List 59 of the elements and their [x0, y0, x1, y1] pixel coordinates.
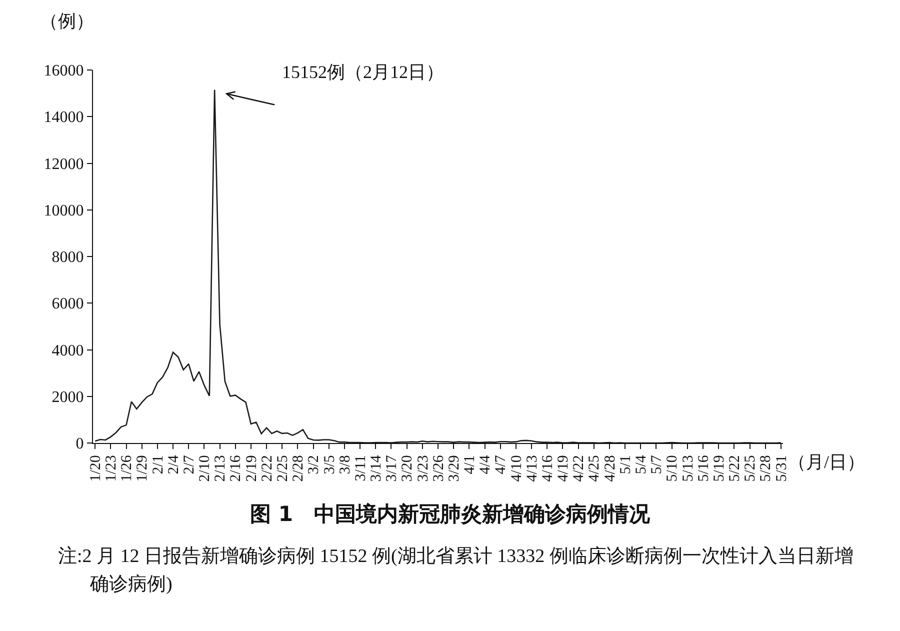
x-tick-label: 4/10 — [508, 455, 525, 482]
x-tick-label: 5/4 — [634, 454, 650, 474]
x-tick-label: 3/29 — [446, 455, 462, 482]
x-tick-label: 4/7 — [493, 454, 510, 474]
x-tick-label: 2/22 — [259, 455, 276, 482]
x-tick-label: 3/23 — [415, 455, 432, 482]
x-tick-label: 5/1 — [618, 455, 634, 474]
y-axis-title: （例） — [40, 11, 94, 31]
y-tick-label: 14000 — [44, 109, 84, 126]
x-tick-label: 3/20 — [400, 455, 416, 482]
x-tick-label: 3/8 — [337, 455, 354, 474]
x-tick-label: 3/11 — [352, 455, 369, 482]
y-tick-label: 6000 — [52, 296, 84, 313]
x-tick-label: 2/13 — [212, 455, 229, 482]
x-tick-label: 4/25 — [586, 455, 603, 482]
y-tick-label: 4000 — [52, 342, 84, 360]
x-tick-label: 2/10 — [197, 455, 214, 482]
x-tick-label: 4/22 — [571, 455, 588, 482]
x-tick-label: 4/4 — [478, 454, 494, 474]
x-tick-label: 2/16 — [228, 454, 244, 482]
x-tick-label: 4/16 — [540, 454, 556, 482]
y-tick-label: 2000 — [52, 388, 84, 406]
x-tick-label: 5/16 — [696, 454, 712, 482]
x-tick-label: 5/22 — [727, 455, 744, 482]
x-tick-label: 2/25 — [275, 455, 292, 482]
x-tick-label: 4/13 — [524, 455, 540, 482]
x-tick-label: 5/10 — [664, 455, 681, 482]
annotation: 15152例（2月12日） — [282, 62, 444, 82]
y-tick-label: 12000 — [44, 156, 84, 173]
x-tick-label: 5/13 — [680, 455, 696, 482]
x-tick-label: 4/28 — [602, 455, 618, 482]
x-tick-label: 2/4 — [166, 454, 182, 474]
x-tick-label: 5/31 — [774, 455, 790, 482]
y-tick-label: 0 — [76, 436, 84, 453]
x-tick-label: 1/20 — [88, 455, 104, 482]
x-tick-label: 5/7 — [649, 454, 666, 474]
x-tick-label: 2/7 — [181, 454, 198, 474]
x-axis-title: （月/日） — [788, 452, 866, 472]
x-tick-label: 3/26 — [430, 454, 447, 482]
x-tick-label: 3/2 — [306, 455, 322, 474]
text: 图 1 中国境内新冠肺炎新增确诊病例情况 — [250, 502, 651, 526]
x-tick-label: 1/26 — [119, 454, 136, 482]
x-tick-label: 4/19 — [556, 455, 572, 482]
x-tick-label: 2/19 — [244, 455, 260, 482]
x-tick-label: 2/28 — [290, 455, 307, 482]
x-tick-label: 5/19 — [711, 455, 728, 482]
y-tick-label: 16000 — [44, 62, 84, 80]
x-tick-label: 5/25 — [742, 455, 759, 482]
x-tick-label: 3/17 — [384, 454, 400, 482]
y-tick-label: 10000 — [44, 202, 84, 220]
y-tick-label: 8000 — [52, 249, 84, 266]
x-tick-label: 3/14 — [368, 454, 385, 482]
x-tick-label: 3/5 — [322, 455, 338, 474]
x-tick-label: 5/28 — [758, 455, 774, 482]
x-tick-label: 1/29 — [134, 455, 151, 482]
x-tick-label: 1/23 — [104, 455, 120, 482]
text: 注:2 月 12 日报告新增确诊病例 15152 例(湖北省累计 13332 例临床诊断病例一次性计入当日新增确诊病例) — [58, 545, 854, 597]
x-tick-label: 4/1 — [462, 455, 478, 474]
x-tick-label: 2/1 — [150, 455, 166, 474]
